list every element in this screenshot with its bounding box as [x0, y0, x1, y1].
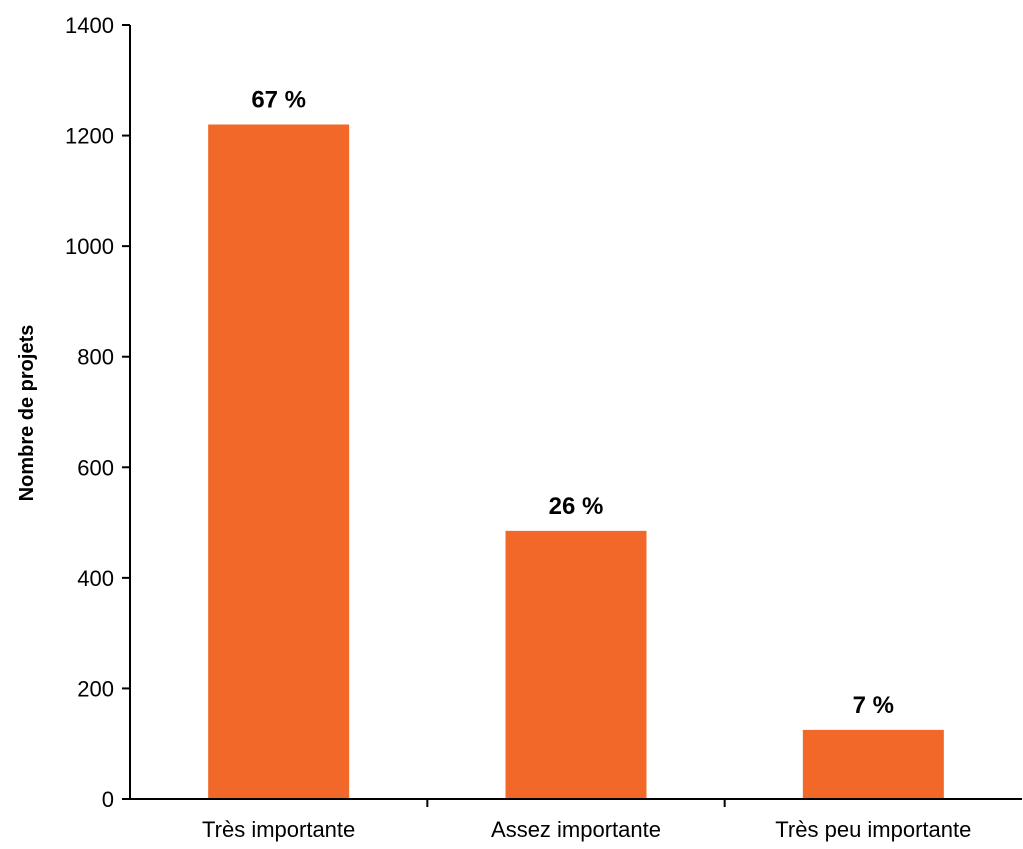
bar: [802, 729, 944, 799]
y-tick-label: 200: [77, 676, 114, 701]
x-category-label: Très importante: [202, 817, 355, 842]
y-tick-label: 0: [102, 787, 114, 812]
y-tick-label: 400: [77, 566, 114, 591]
bar: [208, 124, 350, 799]
bar-data-label: 67 %: [251, 87, 306, 114]
y-tick-label: 800: [77, 345, 114, 370]
y-tick-label: 600: [77, 455, 114, 480]
bar-data-label: 7 %: [853, 692, 894, 719]
bar: [505, 530, 647, 799]
y-tick-label: 1400: [65, 13, 114, 38]
x-category-label: Assez importante: [491, 817, 661, 842]
labels: 0 200 400 600 800 1000 1200 1400 67 % Très import…: [65, 13, 971, 842]
bar-data-label: 26 %: [549, 493, 604, 520]
y-tick-label: 1200: [65, 124, 114, 149]
y-tick-label: 1000: [65, 234, 114, 259]
y-axis-title: Nombre de projets: [16, 325, 38, 502]
axes: [122, 24, 1022, 807]
bars: [208, 124, 944, 799]
x-category-label: Très peu importante: [775, 817, 971, 842]
